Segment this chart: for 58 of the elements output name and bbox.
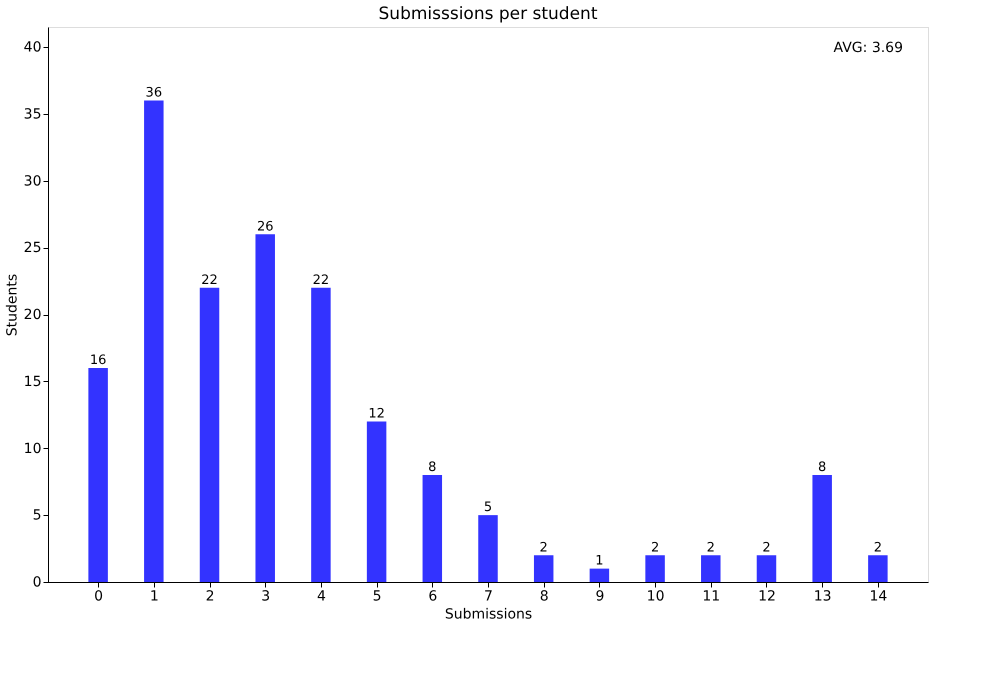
data-label: 12 [368, 406, 385, 422]
x-tick-label: 1 [150, 588, 159, 604]
bar [88, 368, 108, 582]
bar [590, 568, 610, 582]
data-label: 2 [540, 540, 548, 556]
data-label: 2 [650, 540, 660, 556]
x-tick-label: 2 [206, 588, 214, 604]
data-label: 16 [90, 353, 106, 368]
y-tick-label: 30 [24, 173, 42, 190]
x-axis-title: Submissions [444, 606, 532, 622]
y-tick-label: 40 [24, 40, 42, 56]
x-tick-label: 6 [428, 588, 438, 604]
bar [701, 555, 721, 582]
x-tick-label: 11 [702, 588, 720, 604]
x-tick-label: 7 [484, 588, 493, 604]
data-label: 5 [484, 500, 492, 516]
bar [422, 475, 442, 582]
data-label: 26 [256, 219, 274, 234]
y-axis-title: Students [4, 274, 21, 336]
x-tick-label: 8 [540, 588, 549, 604]
bar [645, 555, 665, 582]
data-label: 22 [312, 272, 330, 288]
x-tick-label: 4 [316, 588, 326, 604]
y-tick-label: 15 [24, 374, 42, 390]
data-label: 2 [874, 540, 882, 556]
data-label: 8 [428, 460, 436, 476]
bar [478, 515, 498, 582]
bar [756, 555, 776, 582]
y-tick-label: 10 [24, 440, 42, 457]
bar [534, 555, 554, 582]
data-label: 1 [595, 554, 604, 569]
bar [366, 422, 386, 582]
y-tick-label: 25 [24, 240, 42, 256]
data-label: 22 [201, 272, 218, 288]
data-label: 2 [706, 540, 715, 556]
x-tick-label: 5 [372, 588, 382, 604]
x-tick-label: 14 [869, 588, 888, 604]
x-tick-label: 9 [595, 588, 604, 604]
y-tick-label: 20 [24, 307, 42, 324]
x-tick-label: 0 [94, 588, 104, 604]
bar [812, 475, 832, 582]
y-tick-label: 5 [32, 508, 42, 524]
x-tick-label: 12 [758, 588, 776, 604]
annotation: AVG: 3.69 [834, 40, 903, 56]
bar [144, 100, 164, 582]
bar [200, 288, 220, 582]
chart-title: Submisssions per student [378, 4, 598, 24]
bar [311, 288, 331, 582]
x-tick-label: 13 [814, 588, 832, 604]
y-tick-label: 0 [32, 574, 42, 590]
data-label: 2 [762, 540, 771, 556]
x-tick-label: 10 [646, 588, 665, 604]
bar [868, 555, 888, 582]
data-label: 36 [146, 86, 162, 101]
data-label: 8 [818, 460, 826, 476]
x-tick-label: 3 [261, 588, 270, 604]
bar [255, 234, 275, 582]
y-tick-label: 35 [24, 106, 42, 122]
